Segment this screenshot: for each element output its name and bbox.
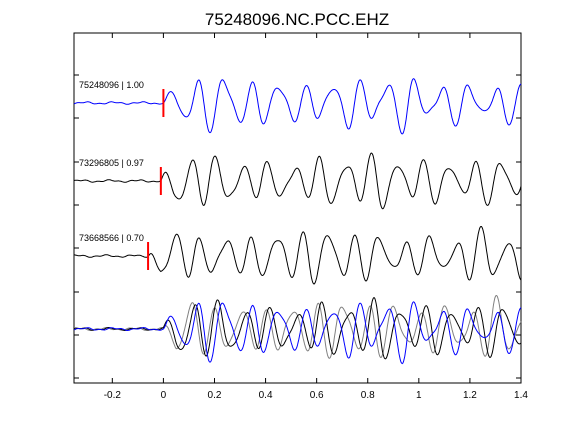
trace-labels: 75248096 | 1.00 73296805 | 0.97 73668566 |… [79, 80, 144, 243]
x-tick-label: 1.4 [514, 390, 528, 401]
chart-title: 75248096.NC.PCC.EHZ [205, 10, 389, 29]
x-tick-label: 0.6 [310, 390, 324, 401]
y-ticks [74, 32, 521, 379]
pick-markers [147, 89, 165, 270]
plot-frame [73, 32, 522, 384]
x-tick-label: 1 [416, 390, 422, 401]
trace-label-75248096: 75248096 | 1.00 [79, 80, 144, 90]
trace-label-73668566: 73668566 | 0.70 [79, 233, 144, 243]
x-tick-label: 0.2 [208, 390, 222, 401]
traces [73, 78, 522, 365]
x-tick-label: 0 [161, 390, 167, 401]
trace-label-73296805: 73296805 | 0.97 [79, 158, 144, 168]
x-axis: -0.2 0 0.2 0.4 0.6 0.8 1 1.2 1.4 [104, 33, 528, 401]
x-tick-label: -0.2 [104, 390, 122, 401]
x-tick-label: 0.4 [259, 390, 273, 401]
trace-73296805 [73, 152, 522, 210]
overlay-trace-73668566 [74, 294, 522, 359]
overlay-trace-73296805 [73, 296, 522, 360]
trace-75248096 [73, 78, 522, 135]
overlay-trace-75248096 [73, 301, 522, 365]
x-tick-label: 0.8 [361, 390, 375, 401]
x-tick-label: 1.2 [463, 390, 477, 401]
